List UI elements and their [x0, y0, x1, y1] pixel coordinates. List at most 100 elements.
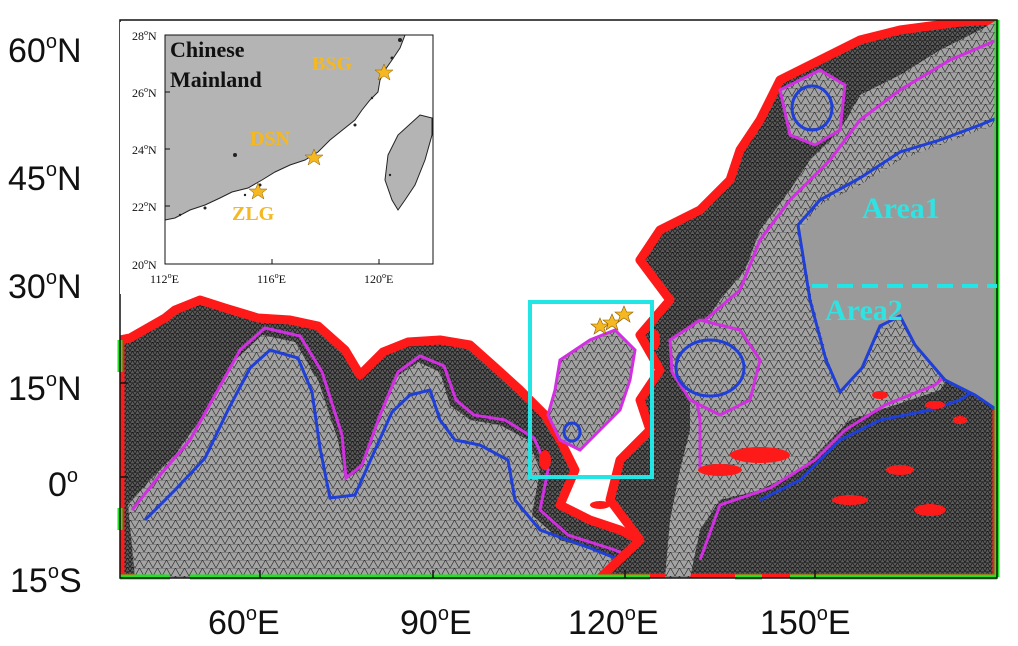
station-star-zlg: [248, 182, 268, 200]
lon-label-hemi: E: [257, 604, 280, 642]
degree-symbol: o: [144, 199, 148, 208]
lat-label-deg: 30: [8, 268, 46, 306]
degree-symbol: o: [246, 603, 257, 625]
lon-label-hemi: E: [636, 604, 659, 642]
svg-text:30oN: 30oN: [8, 267, 82, 306]
lat-label-deg: 45: [8, 160, 46, 198]
svg-text:120oE: 120oE: [568, 603, 659, 642]
io-blue-contour: [143, 348, 641, 570]
lat-label-deg: 60: [8, 32, 46, 70]
degree-symbol: o: [46, 159, 57, 181]
lat-label-deg: 15: [10, 562, 48, 600]
degree-symbol: o: [144, 257, 148, 266]
lat-label-deg: 15: [8, 370, 46, 408]
svg-text:26oN: 26oN: [132, 85, 157, 100]
lon-label-deg: 150: [760, 604, 817, 642]
inset-lat-tick: 24: [132, 143, 144, 157]
island-blobs: [539, 330, 967, 516]
inset-taiwan: [384, 114, 433, 211]
inset-lat-tick: 20: [132, 258, 144, 272]
station-label-bsg: BSG: [312, 53, 352, 75]
svg-text:116oE: 116oE: [257, 271, 286, 286]
inset-lat-tick: 28: [132, 29, 144, 43]
degree-symbol: o: [46, 31, 57, 53]
svg-text:120oE: 120oE: [364, 271, 393, 286]
svg-text:28oN: 28oN: [132, 28, 157, 43]
ps-blue-contour: [674, 338, 746, 398]
degree-symbol: o: [144, 142, 148, 151]
map-frame: [119, 19, 998, 579]
deep-basin-blue-contour: [796, 116, 997, 412]
degree-symbol: o: [275, 271, 279, 280]
svg-text:22oN: 22oN: [132, 199, 157, 214]
svg-text:15oS: 15oS: [10, 561, 82, 600]
inset-lon-hemi: E: [386, 272, 393, 286]
inset-lat-tick: 22: [132, 200, 144, 214]
degree-symbol: o: [438, 603, 449, 625]
svg-text:60oE: 60oE: [208, 603, 280, 642]
svg-text:112oE: 112oE: [150, 271, 179, 286]
station-star-bsg: [374, 63, 394, 81]
inset-map: 28oN 26oN 24oN 22oN 20oN 112oE 116oE 120…: [120, 22, 438, 294]
inset-lon-tick: 112: [150, 272, 168, 286]
degree-symbol: o: [144, 28, 148, 37]
inset-ticks: [164, 34, 380, 265]
svg-text:24oN: 24oN: [132, 142, 157, 157]
main-station-stars: [590, 305, 634, 335]
inset-lat-hemi: N: [148, 258, 157, 272]
pacific-blue-contour: [759, 378, 991, 502]
lat-label-deg: 0: [48, 466, 67, 504]
svg-text:90oE: 90oE: [400, 603, 472, 642]
degree-symbol: o: [46, 267, 57, 289]
svg-text:150oE: 150oE: [760, 603, 851, 642]
area2-label: Area2: [825, 294, 903, 327]
inset-lat-hemi: N: [148, 143, 157, 157]
south-china-sea: [546, 328, 637, 452]
station-star-dsn: [304, 148, 324, 166]
degree-symbol: o: [817, 603, 828, 625]
lat-label-hemi: N: [57, 268, 82, 306]
inset-lon-hemi: E: [279, 272, 286, 286]
lon-label-deg: 120: [568, 604, 625, 642]
indian-ocean-deep: [128, 335, 660, 578]
svg-text:15oN: 15oN: [8, 369, 82, 408]
degree-symbol: o: [144, 85, 148, 94]
lat-axis-labels: 60oN 45oN 30oN 15oN 0o 15oS: [8, 31, 82, 600]
area1-label: Area1: [862, 192, 940, 225]
scs-blue-contour: [562, 421, 582, 443]
lon-label-hemi: E: [828, 604, 851, 642]
degree-symbol: o: [48, 561, 59, 583]
lon-axis-labels: 60oE 90oE 120oE 150oE: [208, 603, 851, 642]
lat-label-hemi: S: [59, 562, 82, 600]
station-label-dsn: DSN: [250, 128, 291, 150]
study-region-box: [528, 300, 654, 479]
degree-symbol: o: [382, 271, 386, 280]
degree-symbol: o: [168, 271, 172, 280]
svg-text:20oN: 20oN: [132, 257, 157, 272]
js-blue-contour: [790, 84, 834, 132]
degree-symbol: o: [67, 465, 78, 487]
inset-lon-tick: 120: [364, 272, 382, 286]
lat-label-hemi: N: [57, 160, 82, 198]
lat-label-hemi: N: [57, 32, 82, 70]
mesh-domain: [120, 20, 997, 578]
svg-text:45oN: 45oN: [8, 159, 82, 198]
station-label-zlg: ZLG: [232, 203, 275, 225]
lat-label-hemi: N: [57, 370, 82, 408]
lon-label-deg: 60: [208, 604, 246, 642]
inset-lon-hemi: E: [172, 272, 179, 286]
inset-lat-tick: 26: [132, 86, 144, 100]
degree-symbol: o: [46, 369, 57, 391]
svg-text:0o: 0o: [48, 465, 78, 504]
inset-lat-hemi: N: [148, 200, 157, 214]
lon-label-hemi: E: [449, 604, 472, 642]
degree-symbol: o: [625, 603, 636, 625]
mainland-label-line1: Chinese: [170, 37, 245, 62]
inset-lat-hemi: N: [148, 86, 157, 100]
japan-sea: [778, 68, 847, 147]
inset-lat-hemi: N: [148, 29, 157, 43]
svg-text:60oN: 60oN: [8, 31, 82, 70]
inset-lon-tick: 116: [257, 272, 275, 286]
mainland-label-line2: Mainland: [170, 67, 262, 92]
